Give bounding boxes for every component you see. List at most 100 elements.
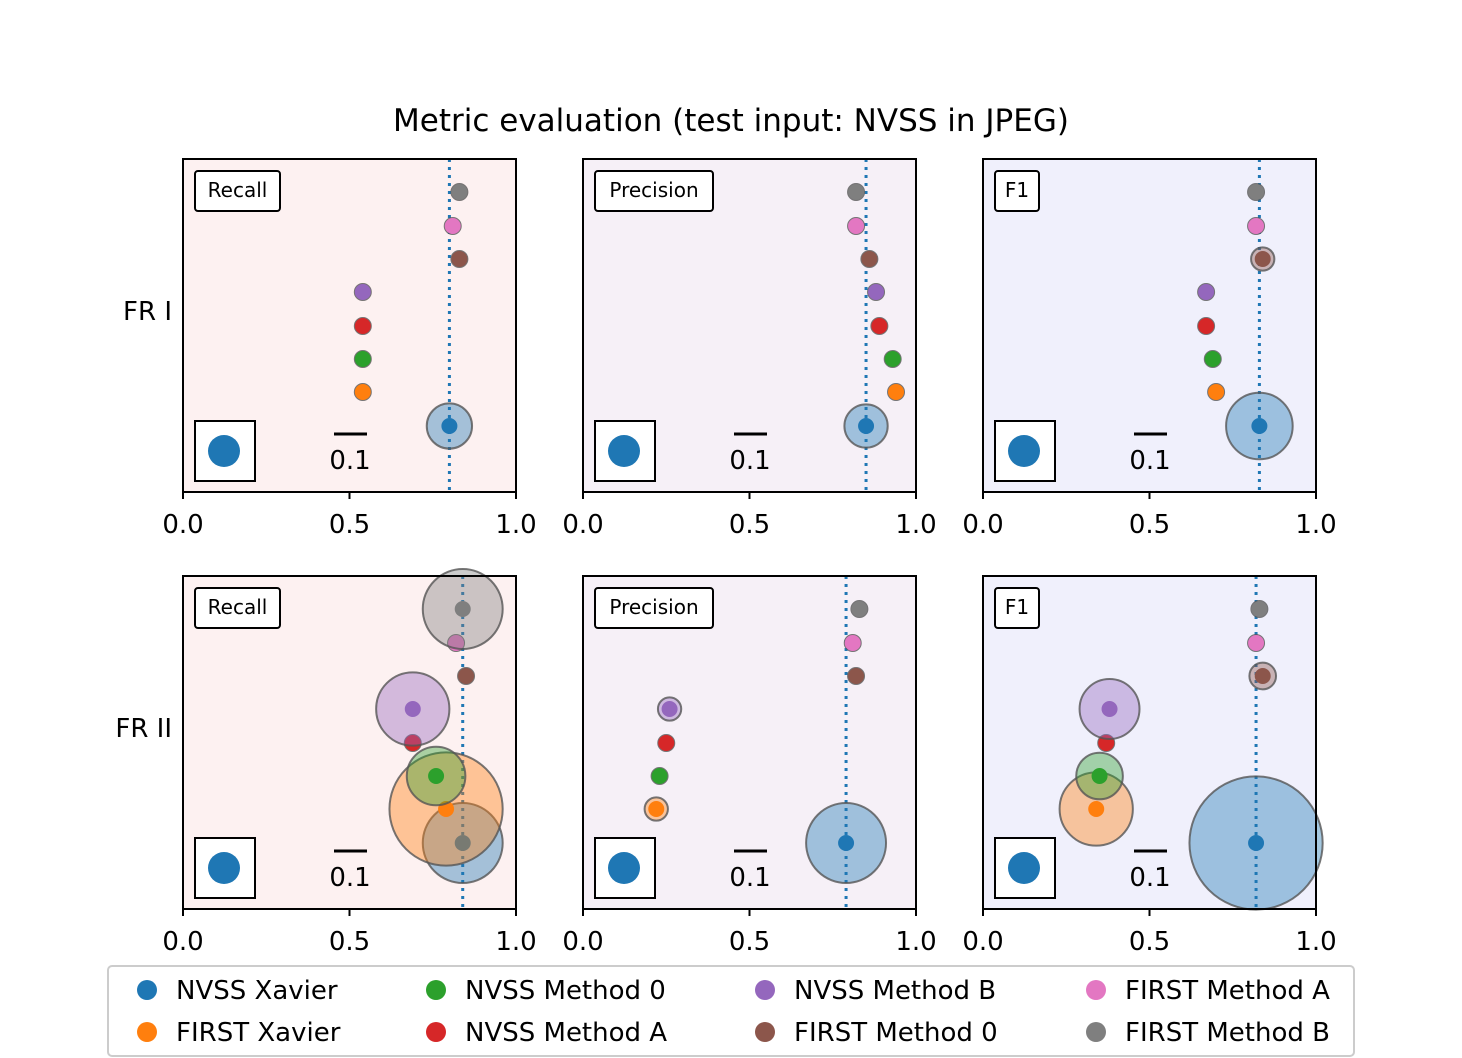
metric-label: F1	[1005, 178, 1029, 202]
x-tick-label: 1.0	[895, 510, 936, 540]
point-first-method-0	[861, 251, 878, 267]
legend-label: NVSS Method A	[465, 1018, 667, 1048]
scale-bar-label: 0.1	[329, 446, 370, 476]
legend-label: NVSS Method 0	[465, 976, 666, 1006]
point-nvss-method-a	[871, 318, 888, 334]
size-key-marker	[608, 435, 640, 467]
legend-marker	[426, 980, 446, 1000]
scale-bar-label: 0.1	[1129, 446, 1170, 476]
row-label-fr-i: FR I	[123, 297, 172, 327]
point-nvss-xavier	[441, 418, 458, 434]
point-nvss-xavier	[454, 835, 471, 851]
point-first-method-a	[844, 635, 861, 651]
legend-marker	[137, 980, 157, 1000]
point-first-method-b	[848, 184, 865, 200]
scale-bar-label: 0.1	[1129, 863, 1170, 893]
point-first-method-b	[1248, 184, 1265, 200]
legend-item-nvss-method-b: NVSS Method B	[755, 976, 996, 1006]
point-nvss-method-a	[354, 318, 371, 334]
point-first-method-a	[444, 218, 461, 234]
point-nvss-method-a	[658, 735, 675, 751]
point-nvss-method-0	[884, 351, 901, 367]
point-first-method-a	[1248, 218, 1265, 234]
scale-bar-label: 0.1	[729, 446, 770, 476]
legend-label: FIRST Method B	[1125, 1018, 1330, 1048]
metric-label-box	[594, 170, 714, 212]
legend-label: NVSS Method B	[794, 976, 996, 1006]
legend: NVSS Xavier FIRST Xavier NVSS Method 0 NVSS…	[107, 965, 1355, 1057]
x-tick-label: 0.5	[329, 927, 370, 957]
figure-title: Metric evaluation (test input: NVSS in J…	[393, 103, 1069, 139]
size-key-marker	[208, 852, 240, 884]
metric-label: Precision	[609, 595, 698, 619]
legend-frame	[107, 965, 1355, 1057]
point-first-xavier	[1208, 384, 1225, 400]
x-tick-label: 1.0	[895, 927, 936, 957]
scale-bar-label: 0.1	[329, 863, 370, 893]
x-tick-label: 0.0	[162, 927, 203, 957]
metric-label-box	[994, 170, 1040, 212]
x-tick-label: 0.5	[329, 510, 370, 540]
legend-marker	[755, 1022, 775, 1042]
panel-fr-i-f1: F1 0.1 0.0 0.5 1.0	[962, 158, 1337, 540]
legend-label: NVSS Xavier	[176, 976, 338, 1006]
metric-label: Recall	[208, 178, 268, 202]
point-first-xavier	[888, 384, 905, 400]
legend-marker	[1086, 1022, 1106, 1042]
point-nvss-method-0	[428, 768, 445, 784]
point-nvss-method-0	[1204, 351, 1221, 367]
metric-label: Recall	[208, 595, 268, 619]
x-tick-label: 0.0	[562, 927, 603, 957]
row-label-fr-ii: FR II	[115, 714, 172, 744]
point-nvss-method-a	[1198, 318, 1215, 334]
point-nvss-method-0	[651, 768, 668, 784]
panel-fr-ii-recall: Recall 0.1 0.0 0.5 1.0	[162, 568, 537, 957]
point-first-xavier	[648, 801, 665, 817]
legend-item-nvss-method-a: NVSS Method A	[426, 1018, 667, 1048]
point-first-method-0	[1254, 668, 1271, 684]
point-nvss-method-b	[868, 284, 885, 300]
point-nvss-method-b	[354, 284, 371, 300]
x-tick-label: 1.0	[1295, 510, 1336, 540]
point-nvss-xavier	[858, 418, 875, 434]
panel-fr-i-precision: Precision 0.1 0.0 0.5 1.0	[562, 158, 937, 540]
panel-fr-ii-f1: F1 0.1 0.0 0.5 1.0	[962, 575, 1337, 957]
panel-fr-i-recall: Recall 0.1 0.0 0.5 1.0	[162, 158, 537, 540]
point-first-method-0	[1254, 251, 1271, 267]
point-nvss-method-b	[404, 701, 421, 717]
point-first-xavier	[1088, 801, 1105, 817]
size-key-marker	[608, 852, 640, 884]
point-first-method-a	[848, 218, 865, 234]
size-key-marker	[1008, 435, 1040, 467]
x-tick-label: 0.0	[962, 510, 1003, 540]
panel-fr-ii-precision: Precision 0.1 0.0 0.5 1.0	[562, 575, 937, 957]
point-nvss-method-b	[1101, 701, 1118, 717]
point-nvss-xavier	[1248, 835, 1265, 851]
point-nvss-method-b	[661, 701, 678, 717]
size-key-box	[194, 837, 256, 899]
legend-marker	[137, 1022, 157, 1042]
x-tick-label: 0.5	[1129, 927, 1170, 957]
legend-item-nvss-xavier: NVSS Xavier	[137, 976, 338, 1006]
legend-item-first-method-a: FIRST Method A	[1086, 976, 1330, 1006]
point-nvss-method-0	[354, 351, 371, 367]
metric-label: Precision	[609, 178, 698, 202]
size-key-marker	[1008, 852, 1040, 884]
x-tick-label: 1.0	[495, 510, 536, 540]
metric-label-box	[194, 170, 281, 212]
metric-label-box	[994, 587, 1040, 629]
x-tick-label: 0.5	[1129, 510, 1170, 540]
legend-label: FIRST Method 0	[794, 1018, 998, 1048]
point-nvss-xavier	[838, 835, 855, 851]
point-nvss-method-a	[404, 735, 421, 751]
point-first-method-b	[451, 184, 468, 200]
metric-label-box	[194, 587, 281, 629]
x-tick-label: 0.5	[729, 510, 770, 540]
point-first-method-0	[848, 668, 865, 684]
legend-item-first-xavier: FIRST Xavier	[137, 1018, 341, 1048]
legend-label: FIRST Xavier	[176, 1018, 341, 1048]
legend-marker	[1086, 980, 1106, 1000]
point-first-method-b	[454, 601, 471, 617]
legend-item-nvss-method-0: NVSS Method 0	[426, 976, 666, 1006]
